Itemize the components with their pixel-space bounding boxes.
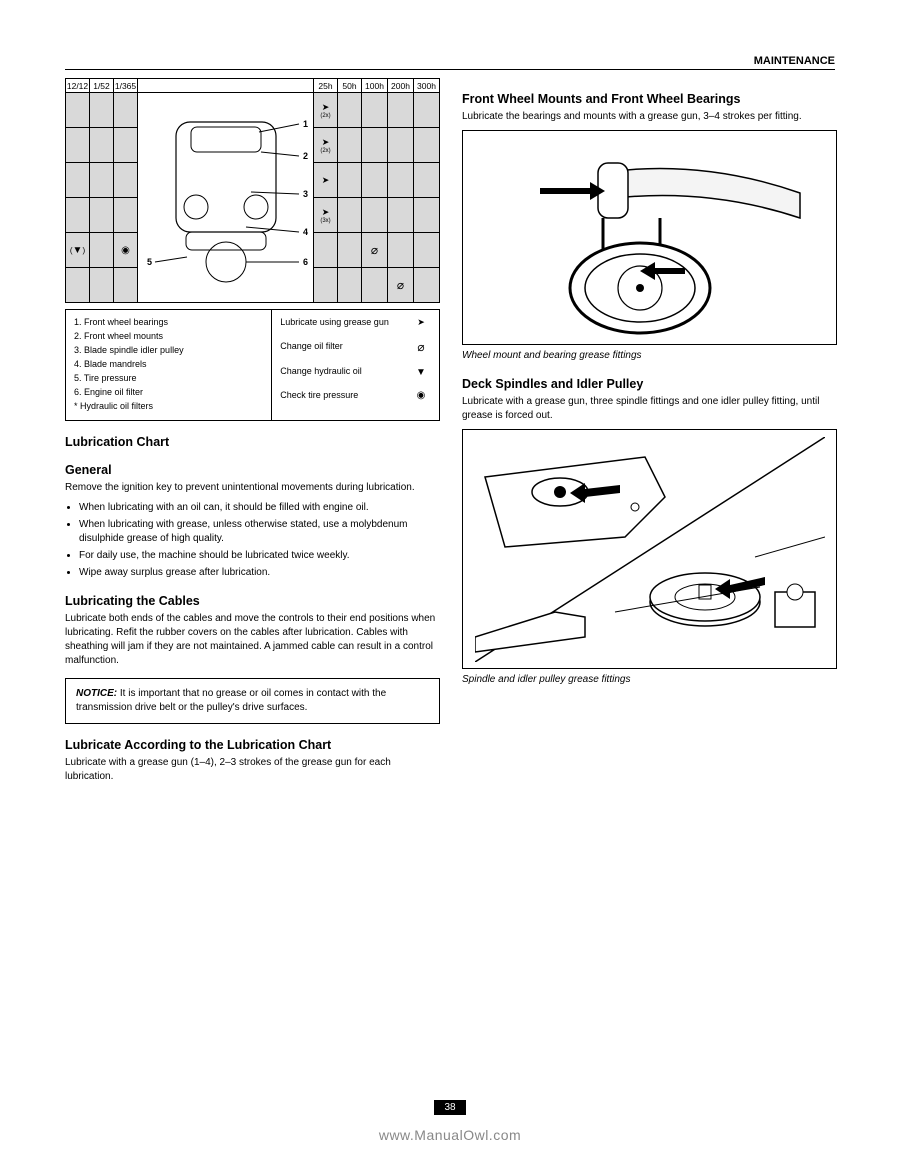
lub-cables-title: Lubricating the Cables xyxy=(65,594,440,608)
mower-diagram-svg: 1 2 3 4 6 5 xyxy=(141,97,311,297)
lub-cables-para: Lubricate both ends of the cables and mo… xyxy=(65,612,440,668)
wheel-title: Front Wheel Mounts and Front Wheel Beari… xyxy=(462,92,837,106)
chart-header-cell: 25h xyxy=(314,79,338,93)
lub-accel-para: Lubricate with a grease gun (1–4), 2–3 s… xyxy=(65,756,440,784)
lub-accel-title: Lubricate According to the Lubrication C… xyxy=(65,738,440,752)
chart-header-cell: 1/52 xyxy=(90,79,114,93)
filter-icon xyxy=(411,338,431,357)
filter-icon xyxy=(362,233,388,268)
page-footer: 38 xyxy=(0,1100,900,1115)
chart-header-row: 12/12 1/52 1/365 25h 50h 100h 200h 300h xyxy=(66,79,440,93)
wheel-svg xyxy=(480,138,820,338)
grease-icon xyxy=(411,316,431,330)
spindle-svg xyxy=(475,437,825,662)
legend-left: 1. Front wheel bearings 2. Front wheel m… xyxy=(65,309,271,421)
fig-wheel-caption: Wheel mount and bearing grease fittings xyxy=(462,349,837,363)
grease-icon: (2x) xyxy=(314,93,338,128)
legend-label: Change hydraulic oil xyxy=(280,365,362,379)
legend-row: Change hydraulic oil xyxy=(280,365,431,381)
funnel-icon: () xyxy=(66,233,90,268)
chart-header-cell: 200h xyxy=(388,79,414,93)
chart-header-cell: 1/365 xyxy=(114,79,138,93)
eye-icon xyxy=(411,388,431,404)
header-divider xyxy=(65,69,835,70)
legend-item: 4. Blade mandrels xyxy=(74,358,263,372)
figure-wheel xyxy=(462,130,837,345)
list-item: For daily use, the machine should be lub… xyxy=(79,549,440,563)
lubrication-chart-title: Lubrication Chart xyxy=(65,435,440,449)
legend-item: 1. Front wheel bearings xyxy=(74,316,263,330)
legend-wrap: 1. Front wheel bearings 2. Front wheel m… xyxy=(65,309,440,421)
legend-row: Check tire pressure xyxy=(280,388,431,404)
mower-diagram-cell: 1 2 3 4 6 5 xyxy=(138,93,314,303)
legend-item: 3. Blade spindle idler pulley xyxy=(74,344,263,358)
funnel-icon xyxy=(411,365,431,381)
watermark: www.ManualOwl.com xyxy=(0,1127,900,1143)
general-intro: Remove the ignition key to prevent unint… xyxy=(65,481,440,495)
legend-item: * Hydraulic oil filters xyxy=(74,400,263,414)
legend-right: Lubricate using grease gun Change oil fi… xyxy=(271,309,440,421)
notice-text: It is important that no grease or oil co… xyxy=(76,688,386,713)
legend-label: Change oil filter xyxy=(280,340,343,354)
svg-text:4: 4 xyxy=(303,227,308,237)
legend-label: Lubricate using grease gun xyxy=(280,316,389,330)
general-title: General xyxy=(65,463,440,477)
chart-header-cell: 100h xyxy=(362,79,388,93)
chart-header-cell: 12/12 xyxy=(66,79,90,93)
fig-spindle-caption: Spindle and idler pulley grease fittings xyxy=(462,673,837,687)
legend-item: 5. Tire pressure xyxy=(74,372,263,386)
legend-row: Lubricate using grease gun xyxy=(280,316,431,330)
list-item: Wipe away surplus grease after lubricati… xyxy=(79,566,440,580)
notice-box: NOTICE: It is important that no grease o… xyxy=(65,678,440,724)
legend-item: 2. Front wheel mounts xyxy=(74,330,263,344)
spindle-para: Lubricate with a grease gun, three spind… xyxy=(462,395,837,423)
left-column: 12/12 1/52 1/365 25h 50h 100h 200h 300h xyxy=(65,78,440,790)
legend-item: 6. Engine oil filter xyxy=(74,386,263,400)
grease-icon xyxy=(314,163,338,198)
svg-text:2: 2 xyxy=(303,151,308,161)
svg-text:3: 3 xyxy=(303,189,308,199)
eye-icon xyxy=(114,233,138,268)
general-list: When lubricating with an oil can, it sho… xyxy=(65,501,440,580)
legend-label: Check tire pressure xyxy=(280,389,358,403)
list-item: When lubricating with an oil can, it sho… xyxy=(79,501,440,515)
filter-icon xyxy=(388,268,414,303)
page-number: 38 xyxy=(434,1100,465,1115)
figure-spindle xyxy=(462,429,837,669)
svg-text:1: 1 xyxy=(303,119,308,129)
svg-text:6: 6 xyxy=(303,257,308,267)
grease-icon: (2x) xyxy=(314,128,338,163)
spindle-title: Deck Spindles and Idler Pulley xyxy=(462,377,837,391)
right-column: Front Wheel Mounts and Front Wheel Beari… xyxy=(462,78,837,790)
chart-row: 1 2 3 4 6 5 xyxy=(66,93,440,128)
chart-header-cell: 50h xyxy=(338,79,362,93)
notice-label: NOTICE: xyxy=(76,688,117,699)
wheel-para: Lubricate the bearings and mounts with a… xyxy=(462,110,837,124)
svg-text:5: 5 xyxy=(147,257,152,267)
header-section-label: MAINTENANCE xyxy=(65,55,835,67)
chart-header-cell: 300h xyxy=(414,79,440,93)
grease-icon: (3x) xyxy=(314,198,338,233)
list-item: When lubricating with grease, unless oth… xyxy=(79,518,440,546)
lubrication-chart-table: 12/12 1/52 1/365 25h 50h 100h 200h 300h xyxy=(65,78,440,303)
legend-row: Change oil filter xyxy=(280,338,431,357)
chart-header-spacer xyxy=(138,79,314,93)
